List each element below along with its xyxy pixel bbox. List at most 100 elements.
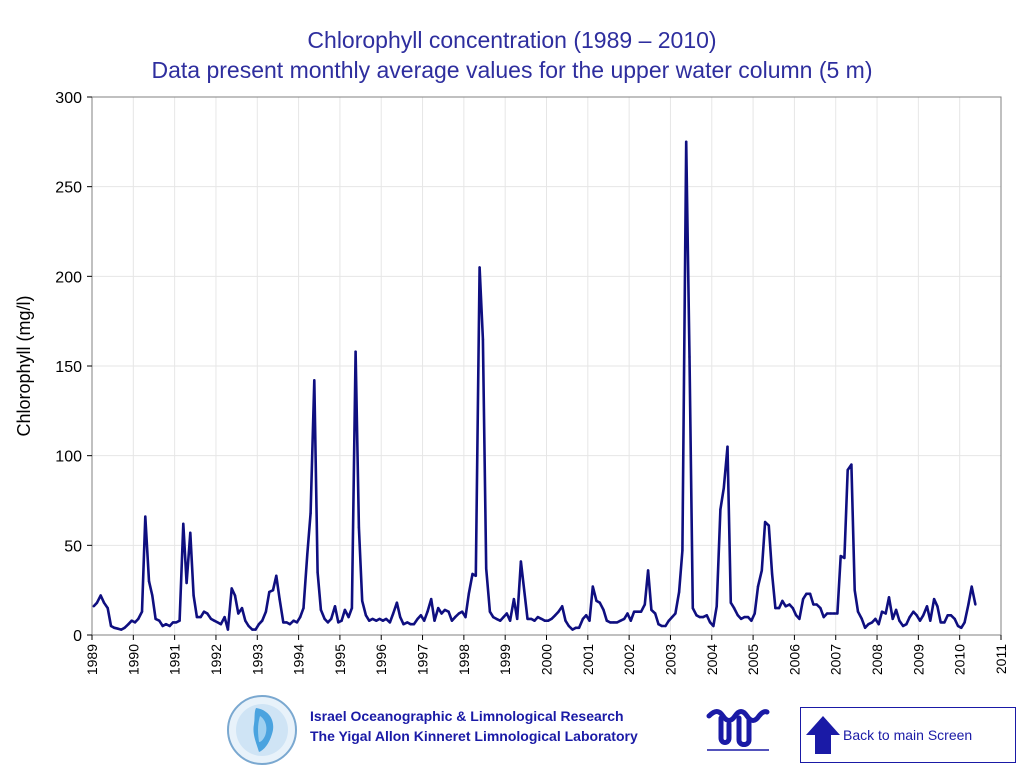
- data-point: [908, 615, 911, 619]
- data-point: [92, 605, 95, 608]
- data-point: [681, 549, 684, 552]
- data-point: [457, 612, 461, 615]
- data-point: [485, 567, 488, 570]
- data-point: [798, 617, 801, 621]
- data-point: [756, 585, 760, 588]
- x-tick-label: 1989: [84, 644, 100, 675]
- data-point: [230, 587, 233, 590]
- data-point: [623, 617, 626, 621]
- data-point: [323, 617, 326, 621]
- data-point: [543, 619, 546, 622]
- data-point: [894, 608, 898, 612]
- data-point: [561, 605, 564, 608]
- data-point: [939, 621, 942, 624]
- data-point: [567, 624, 570, 628]
- data-point: [929, 619, 932, 622]
- data-point: [419, 614, 423, 617]
- data-point: [901, 624, 905, 628]
- data-point: [275, 574, 278, 577]
- data-point: [526, 617, 529, 621]
- data-point: [412, 623, 416, 626]
- x-tick-label: 2005: [745, 644, 761, 675]
- data-point: [113, 626, 116, 629]
- data-point: [164, 623, 168, 626]
- kinneret-data-center-logo-icon: [227, 695, 297, 765]
- data-point: [423, 619, 426, 622]
- data-point: [829, 612, 832, 615]
- data-point: [880, 610, 884, 613]
- data-point: [185, 581, 188, 585]
- data-point: [664, 624, 667, 628]
- data-point: [330, 617, 333, 621]
- data-point: [426, 610, 429, 613]
- back-button-label: Back to main Screen: [843, 727, 973, 743]
- data-point: [784, 605, 787, 608]
- data-point: [805, 592, 808, 595]
- data-point: [729, 601, 732, 604]
- data-point: [209, 617, 213, 621]
- x-tick-label: 2011: [993, 644, 1009, 674]
- data-point: [443, 608, 447, 612]
- data-point: [956, 624, 960, 628]
- data-point: [732, 606, 736, 610]
- back-to-main-screen-button[interactable]: Back to main Screen: [800, 707, 1016, 763]
- data-point: [753, 612, 756, 615]
- data-point: [685, 140, 688, 143]
- data-point: [708, 621, 712, 624]
- x-tick-label: 2007: [828, 644, 844, 675]
- data-point: [116, 627, 120, 630]
- data-point: [313, 379, 316, 382]
- x-tick-label: 2010: [952, 644, 968, 675]
- data-point: [316, 571, 319, 574]
- data-point: [343, 608, 347, 612]
- data-point: [743, 615, 746, 619]
- data-point: [850, 463, 853, 466]
- data-point: [595, 599, 598, 603]
- data-point: [960, 626, 963, 629]
- data-point: [251, 628, 254, 631]
- data-point: [905, 623, 908, 626]
- data-point: [602, 608, 605, 612]
- data-point: [860, 617, 863, 621]
- x-tick-label: 2002: [621, 644, 637, 675]
- data-point: [915, 614, 918, 617]
- data-point: [333, 605, 337, 608]
- data-point: [354, 350, 357, 353]
- data-point: [598, 601, 601, 604]
- data-point: [95, 601, 99, 604]
- data-point: [133, 621, 137, 624]
- data-point: [626, 612, 629, 615]
- axis-ticks: 1989 1990 1991 1992 1993 1994 1995 1996 1997 1998…: [55, 90, 1009, 675]
- data-point: [402, 623, 405, 626]
- y-tick-label: 100: [55, 449, 82, 466]
- data-point: [688, 355, 691, 359]
- data-point: [777, 606, 781, 610]
- data-point: [863, 626, 867, 629]
- data-point: [199, 615, 202, 619]
- x-tick-label: 2001: [580, 644, 596, 675]
- data-point: [430, 597, 433, 601]
- data-point: [378, 617, 381, 621]
- data-point: [406, 621, 409, 624]
- data-point: [547, 619, 550, 622]
- data-point: [943, 621, 946, 624]
- data-point: [102, 601, 106, 604]
- data-point: [450, 619, 454, 622]
- y-axis-label: Chlorophyll (mg/l): [14, 295, 34, 436]
- data-point: [677, 590, 681, 594]
- data-point: [467, 592, 470, 595]
- data-point: [347, 615, 350, 619]
- x-tick-label: 1998: [456, 644, 472, 675]
- data-point: [488, 610, 492, 613]
- data-point: [158, 619, 161, 622]
- data-point: [240, 606, 244, 610]
- data-point: [474, 574, 477, 577]
- data-point: [874, 617, 877, 621]
- data-point: [632, 610, 636, 613]
- data-point: [650, 608, 653, 612]
- data-point: [471, 572, 474, 576]
- data-point: [226, 628, 230, 631]
- data-point: [636, 610, 639, 613]
- data-point: [505, 612, 508, 615]
- data-point: [616, 621, 619, 624]
